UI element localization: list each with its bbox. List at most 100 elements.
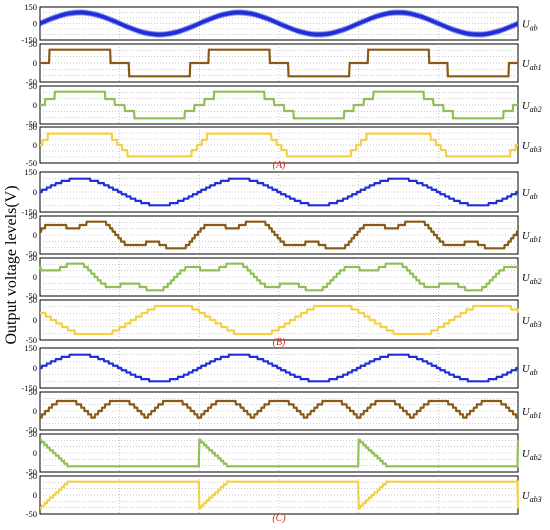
y-tick-label: 0	[33, 140, 37, 150]
signal-label: Uab3	[522, 491, 542, 504]
panel-uab2-1: 50 0 -50 Uab2	[26, 81, 542, 129]
signal-label-base: U	[522, 188, 531, 199]
y-tick-label: 50	[29, 295, 38, 305]
y-tick-label: -50	[26, 425, 37, 435]
signal-label: Uab2	[522, 449, 542, 462]
signal-label: Uab	[522, 20, 538, 33]
signal-label-subscript: ab1	[530, 411, 542, 420]
signal-label-base: U	[522, 141, 531, 152]
signal-label-subscript: ab3	[530, 320, 542, 329]
signal-label-base: U	[522, 59, 531, 70]
series-uab3	[40, 132, 518, 158]
signal-label: Uab1	[522, 231, 542, 244]
y-tick-label: -50	[26, 467, 37, 477]
signal-label: Uab1	[522, 59, 542, 72]
series-uab	[40, 177, 518, 207]
signal-label-subscript: ab2	[530, 453, 542, 462]
y-tick-label: 50	[29, 211, 38, 221]
y-tick-label: 150	[24, 167, 37, 177]
y-tick-label: 0	[33, 406, 37, 416]
signal-label-base: U	[522, 231, 531, 242]
y-tick-label: 0	[33, 490, 37, 500]
series-uab1	[40, 48, 518, 78]
signal-label-base: U	[522, 449, 531, 460]
y-tick-label: 50	[29, 81, 38, 91]
signal-label-base: U	[522, 20, 531, 31]
panel-uab-3: 150 0 -150 Uab	[21, 343, 537, 393]
y-tick-label: -50	[26, 119, 37, 129]
panel-uab3-3: 50 0 -50 Uab3	[26, 471, 542, 519]
y-axis-label: Output voltage levels(V)	[3, 185, 20, 344]
group-label: (A)	[273, 160, 286, 171]
y-tick-label: 0	[33, 272, 37, 282]
y-tick-label: 0	[33, 58, 37, 68]
y-tick-label: -50	[26, 158, 37, 168]
y-tick-label: 0	[33, 230, 37, 240]
y-tick-label: 50	[29, 122, 38, 132]
signal-label-subscript: ab1	[530, 235, 542, 244]
signal-label-base: U	[522, 407, 531, 418]
panel-uab1-3: 50 0 -50 Uab1	[26, 387, 542, 435]
signal-label-subscript: ab	[530, 24, 538, 33]
group-label: (B)	[273, 337, 286, 348]
y-tick-label: 150	[24, 2, 37, 12]
signal-label-base: U	[522, 101, 531, 112]
signal-label-subscript: ab	[530, 368, 538, 377]
series-uab3	[40, 304, 520, 336]
signal-label: Uab1	[522, 407, 542, 420]
signal-label-subscript: ab1	[530, 63, 542, 72]
y-tick-label: 50	[29, 39, 38, 49]
y-tick-label: -50	[26, 509, 37, 519]
series-uab2	[39, 438, 520, 468]
signal-label-subscript: ab2	[530, 277, 542, 286]
panel-uab2-2: 50 0 -50 Uab2	[26, 253, 542, 301]
signal-label-base: U	[522, 491, 531, 502]
series-uab1	[40, 399, 518, 419]
signal-label-base: U	[522, 273, 531, 284]
y-tick-label: -50	[26, 291, 37, 301]
series-uab1	[39, 220, 519, 250]
y-tick-label: -50	[26, 249, 37, 259]
series-uab	[40, 353, 518, 383]
y-tick-label: 0	[33, 448, 37, 458]
panel-uab-2: 150 0 -150 Uab	[21, 167, 537, 217]
series-uab	[39, 8, 519, 39]
series-uab2	[40, 90, 518, 120]
signal-label-base: U	[522, 364, 531, 375]
signal-label-subscript: ab	[530, 192, 538, 201]
signal-label: Uab	[522, 364, 538, 377]
y-tick-label: 50	[29, 429, 38, 439]
signal-label: Uab3	[522, 316, 542, 329]
signal-label: Uab2	[522, 273, 542, 286]
panel-uab3-2: 50 0 -50 Uab3	[26, 295, 542, 345]
y-tick-label: -150	[21, 207, 37, 217]
signal-label-subscript: ab3	[530, 145, 542, 154]
signal-label-subscript: ab2	[530, 105, 542, 114]
y-tick-label: 0	[33, 363, 37, 373]
group-label: (C)	[272, 513, 286, 524]
y-tick-label: 50	[29, 471, 38, 481]
panel-uab1-1: 50 0 -50 Uab1	[26, 39, 542, 87]
y-tick-label: 0	[33, 19, 37, 29]
panel-uab2-3: 50 0 -50 Uab2	[26, 429, 542, 477]
y-tick-label: -150	[21, 35, 37, 45]
y-tick-label: 0	[33, 315, 37, 325]
y-tick-label: 150	[24, 343, 37, 353]
y-tick-label: 50	[29, 387, 38, 397]
y-tick-label: -50	[26, 335, 37, 345]
panel-uab3-1: 50 0 -50 Uab3	[26, 122, 542, 168]
y-tick-label: 0	[33, 100, 37, 110]
signal-label-base: U	[522, 316, 531, 327]
series-uab2	[39, 262, 518, 292]
panel-uab-1: 150 0 -150 Uab	[21, 2, 537, 45]
y-tick-label: 50	[29, 253, 38, 263]
signal-label: Uab	[522, 188, 538, 201]
y-tick-label: -50	[26, 77, 37, 87]
signal-label-subscript: ab3	[530, 495, 542, 504]
y-tick-label: 0	[33, 187, 37, 197]
series-uab3	[39, 480, 520, 510]
panel-uab1-2: 50 0 -50 Uab1	[26, 211, 542, 259]
y-tick-label: -150	[21, 383, 37, 393]
signal-label: Uab3	[522, 141, 542, 154]
